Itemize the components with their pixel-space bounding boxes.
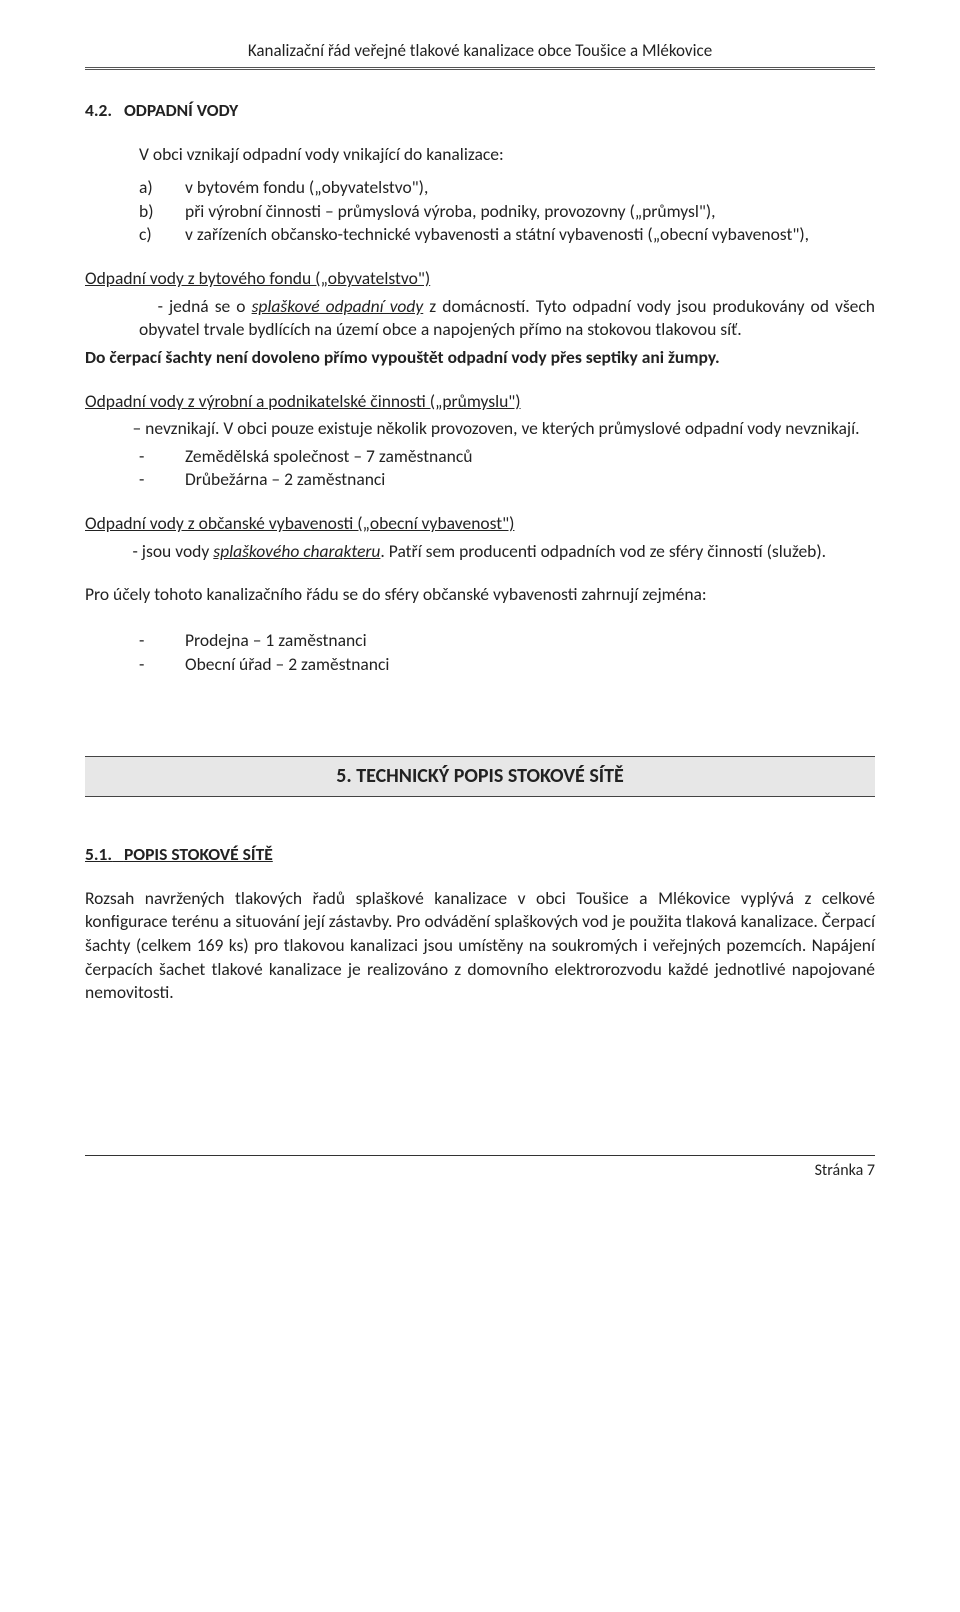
chapter-5-heading: 5. TECHNICKÝ POPIS STOKOVÉ SÍTĚ (85, 756, 875, 797)
letter-b: b) (139, 200, 185, 224)
letter-a: a) (139, 176, 185, 200)
civic-li-2: - Obecní úřad – 2 zaměstnanci (139, 653, 875, 677)
hp-a: - jedná se o (158, 295, 252, 317)
section-5-1-heading: 5.1. POPIS STOKOVÉ SÍTĚ (85, 843, 875, 867)
text-c: v zařízeních občansko-technické vybaveno… (185, 223, 875, 247)
text-a: v bytovém fondu („obyvatelstvo"), (185, 176, 875, 200)
cp-c: . Patří sem producenti odpadních vod ze … (380, 540, 826, 562)
list-item-a: a) v bytovém fondu („obyvatelstvo"), (139, 176, 875, 200)
page-header-title: Kanalizační řád veřejné tlakové kanaliza… (85, 40, 875, 67)
industry-li-2: - Drůbežárna – 2 zaměstnanci (139, 468, 875, 492)
civic-li-1-text: Prodejna – 1 zaměstnanci (185, 629, 875, 653)
page-number: Stránka 7 (815, 1161, 875, 1180)
ip-txt: – nevznikají. V obci pouze existuje něko… (132, 417, 859, 439)
civic-paragraph: - jsou vody splaškového charakteru. Patř… (139, 540, 875, 564)
header-rule (85, 67, 875, 71)
cp-b: splaškového charakteru (213, 540, 380, 562)
industry-li-2-text: Drůbežárna – 2 zaměstnanci (185, 468, 875, 492)
page-footer: Stránka 7 (85, 1155, 875, 1182)
subhead-industry: Odpadní vody z výrobní a podnikatelské č… (85, 390, 875, 414)
industry-li-1-text: Zemědělská společnost – 7 zaměstnanců (185, 445, 875, 469)
dash-icon: - (139, 445, 185, 469)
intro-paragraph: V obci vznikají odpadní vody vnikající d… (139, 143, 875, 167)
section-title: POPIS STOKOVÉ SÍTĚ (124, 843, 273, 865)
civic-li-1: - Prodejna – 1 zaměstnanci (139, 629, 875, 653)
dash-icon: - (139, 629, 185, 653)
section-4-2-heading: 4.2. ODPADNÍ VODY (85, 99, 875, 123)
industry-li-1: - Zemědělská společnost – 7 zaměstnanců (139, 445, 875, 469)
cp-a: - jsou vody (132, 540, 213, 562)
hp-b: splaškové odpadní vody (252, 295, 424, 317)
dash-icon: - (139, 468, 185, 492)
household-bold: Do čerpací šachty není dovoleno přímo vy… (85, 346, 875, 370)
section-title: ODPADNÍ VODY (124, 99, 238, 121)
household-paragraph: - jedná se o splaškové odpadní vody z do… (139, 295, 875, 342)
subhead-civic: Odpadní vody z občanské vybavenosti („ob… (85, 512, 875, 536)
subhead-household: Odpadní vody z bytového fondu („obyvatel… (85, 267, 875, 291)
civic-scope-paragraph: Pro účely tohoto kanalizačního řádu se d… (85, 583, 875, 607)
section-5-1-body: Rozsah navržených tlakových řadů splaško… (85, 887, 875, 1005)
list-item-c: c) v zařízeních občansko-technické vybav… (139, 223, 875, 247)
letter-c: c) (139, 223, 185, 247)
list-item-b: b) při výrobní činnosti – průmyslová výr… (139, 200, 875, 224)
section-number: 5.1. (85, 843, 112, 865)
civic-li-2-text: Obecní úřad – 2 zaměstnanci (185, 653, 875, 677)
text-b: při výrobní činnosti – průmyslová výroba… (185, 200, 875, 224)
industry-paragraph: – nevznikají. V obci pouze existuje něko… (139, 417, 875, 441)
section-number: 4.2. (85, 99, 112, 121)
dash-icon: - (139, 653, 185, 677)
